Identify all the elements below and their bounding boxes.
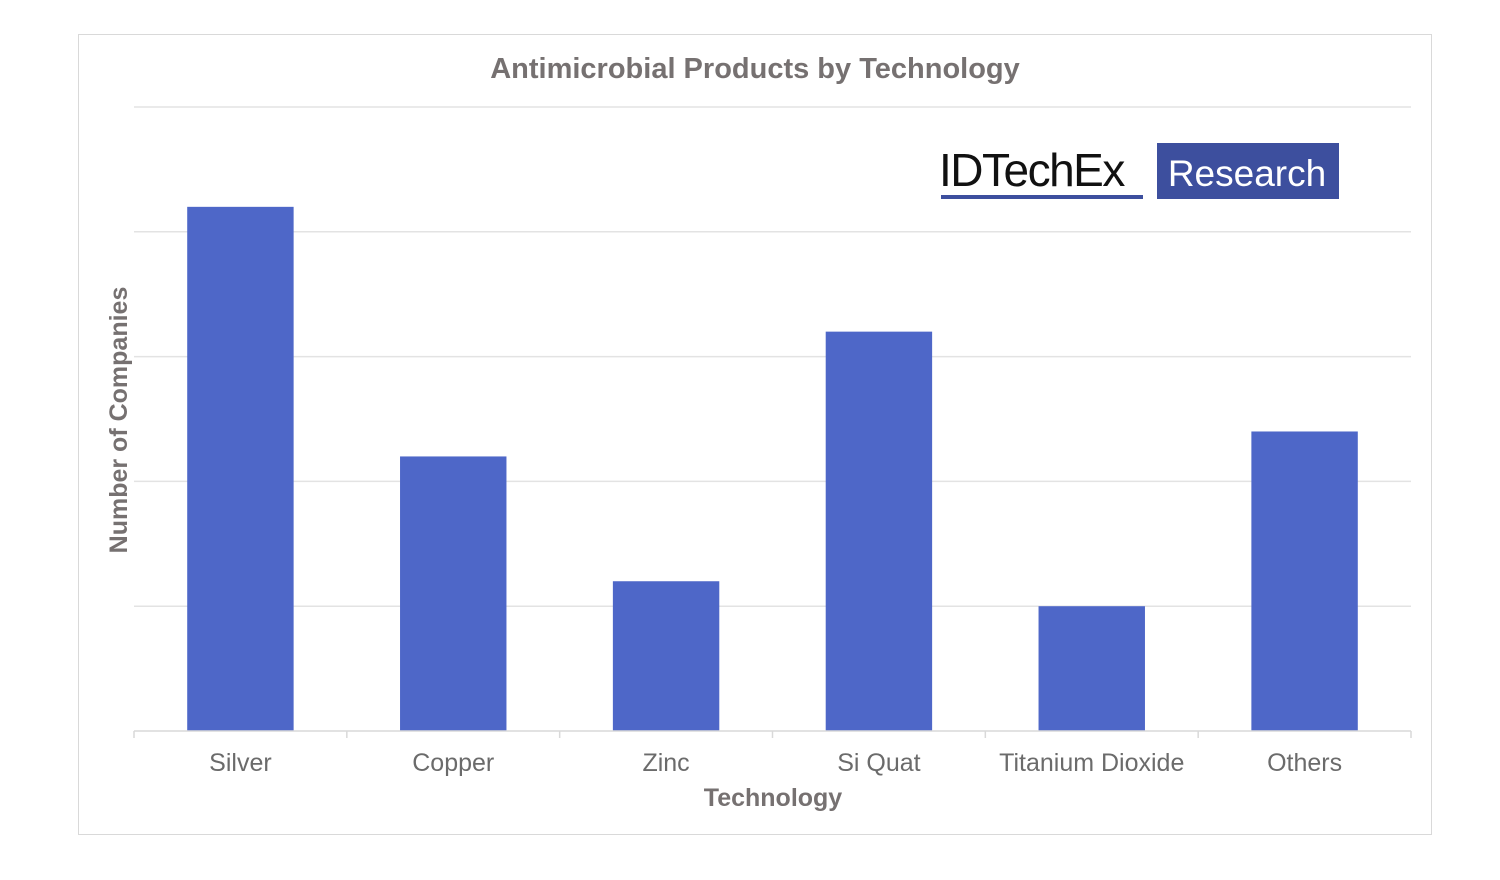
x-tick-label: Others xyxy=(1267,749,1342,777)
bar-zinc xyxy=(612,581,720,731)
x-axis: Silver Copper Zinc Si Quat Titanium Dioxide O… xyxy=(133,730,1412,777)
bar-si-quat xyxy=(825,331,933,731)
logo-underline xyxy=(941,195,1143,199)
logo-wordmark: IDTechEx xyxy=(939,144,1125,196)
bar-titanium-dioxide xyxy=(1038,606,1145,731)
chart-title: Antimicrobial Products by Technology xyxy=(490,53,1020,85)
bar-copper xyxy=(400,456,507,731)
logo-research-text: Research xyxy=(1168,153,1326,194)
x-tick-label: Titanium Dioxide xyxy=(999,749,1184,777)
x-tick-label: Zinc xyxy=(642,749,689,777)
x-tick-label: Silver xyxy=(209,749,272,777)
x-axis-title: Technology xyxy=(704,784,843,812)
bars xyxy=(187,206,1358,732)
y-axis-title: Number of Companies xyxy=(105,287,133,554)
logo-research-box xyxy=(1157,143,1339,199)
chart-frame xyxy=(78,34,1432,835)
gridlines xyxy=(134,106,1411,607)
x-tick-label: Si Quat xyxy=(837,749,920,777)
bar-others xyxy=(1251,431,1358,731)
bar-silver xyxy=(187,206,294,732)
x-tick-label: Copper xyxy=(412,749,494,777)
idtechex-logo: IDTechEx Research xyxy=(939,143,1339,199)
